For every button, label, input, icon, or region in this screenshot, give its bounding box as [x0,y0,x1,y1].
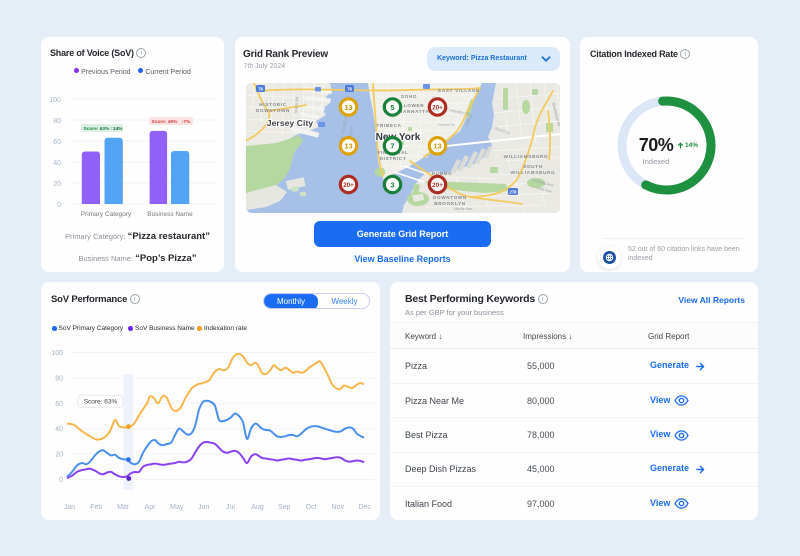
svg-text:Manhattan Av: Manhattan Av [551,102,560,127]
svg-text:BROOKLYN: BROOKLYN [434,201,465,206]
svg-text:Marin Bd: Marin Bd [293,97,299,113]
svg-text:0: 0 [57,202,61,209]
svg-text:WILLIAMSBURG: WILLIAMSBURG [504,154,549,159]
svg-text:Grand St: Grand St [438,122,455,127]
svg-text:TRIBECA: TRIBECA [376,123,401,128]
svg-text:Score: 49%: Score: 49% [152,119,179,125]
svg-text:3: 3 [390,180,394,189]
svg-text:Jan: Jan [64,504,75,511]
svg-text:78: 78 [347,86,352,91]
svg-text:40: 40 [55,426,63,433]
svg-text:SOHO: SOHO [401,94,417,99]
svg-text:Oct: Oct [306,504,317,511]
svg-text:80: 80 [53,118,61,125]
svg-text:Mar: Mar [117,504,130,511]
svg-text:Score: 63%: Score: 63% [84,399,118,406]
svg-text:100: 100 [49,97,61,104]
svg-text:78: 78 [258,86,263,91]
svg-text:20+: 20+ [432,182,443,189]
svg-text:Sep: Sep [278,504,291,511]
svg-text:60: 60 [53,139,61,146]
svg-text:Primary Category: Primary Category [81,211,132,218]
svg-text:Park Ave: Park Ave [536,185,553,194]
svg-text:Business Name: Business Name [147,211,193,218]
svg-text:EAST VILLAGE: EAST VILLAGE [438,88,480,93]
svg-text:Myrtle Ave: Myrtle Ave [454,206,473,211]
svg-text:Jul: Jul [226,504,235,511]
svg-text:20+: 20+ [343,182,354,189]
svg-text:Jun: Jun [198,504,209,511]
svg-text:Nov: Nov [332,504,345,511]
svg-text:DOWNTOWN: DOWNTOWN [256,108,290,113]
svg-text:↑14%: ↑14% [111,126,124,132]
svg-text:May: May [170,504,184,511]
svg-text:Grand St: Grand St [494,125,512,135]
svg-text:Apr: Apr [145,504,157,511]
svg-text:Jersey City: Jersey City [267,118,314,128]
svg-text:13: 13 [344,103,352,112]
svg-text:DISTRICT: DISTRICT [380,156,407,161]
svg-text:Dec: Dec [358,504,371,511]
svg-text:E Houston St: E Houston St [446,107,471,116]
svg-text:0: 0 [59,477,63,484]
svg-text:20+: 20+ [432,104,443,111]
svg-text:Feb: Feb [90,504,102,511]
svg-text:FDR Dr: FDR Dr [464,112,473,127]
svg-text:13: 13 [344,142,352,151]
svg-text:20: 20 [53,181,61,188]
svg-text:60: 60 [55,401,63,408]
svg-text:7: 7 [390,142,394,151]
svg-text:100: 100 [51,350,63,357]
svg-text:WILLIAMSBURG: WILLIAMSBURG [511,170,556,175]
svg-text:HISTORIC: HISTORIC [259,102,286,107]
svg-text:NEW JERSEY: NEW JERSEY [338,116,348,147]
svg-text:LOWER: LOWER [404,103,425,108]
svg-text:Aug: Aug [251,504,264,511]
svg-text:80: 80 [55,375,63,382]
svg-text:↓7%: ↓7% [181,119,191,125]
svg-text:SOUTH: SOUTH [523,164,543,169]
svg-text:Score: 63%: Score: 63% [84,126,111,132]
svg-text:MANHATTAN: MANHATTAN [399,109,434,114]
svg-text:Flushing Ave: Flushing Ave [531,177,555,188]
svg-text:DOWNTOWN: DOWNTOWN [433,195,467,200]
svg-text:5: 5 [390,103,394,112]
svg-text:40: 40 [53,160,61,167]
svg-text:20: 20 [55,452,63,459]
svg-text:278: 278 [510,189,518,194]
svg-text:13: 13 [433,142,441,151]
svg-text:DUMBO: DUMBO [432,171,453,176]
